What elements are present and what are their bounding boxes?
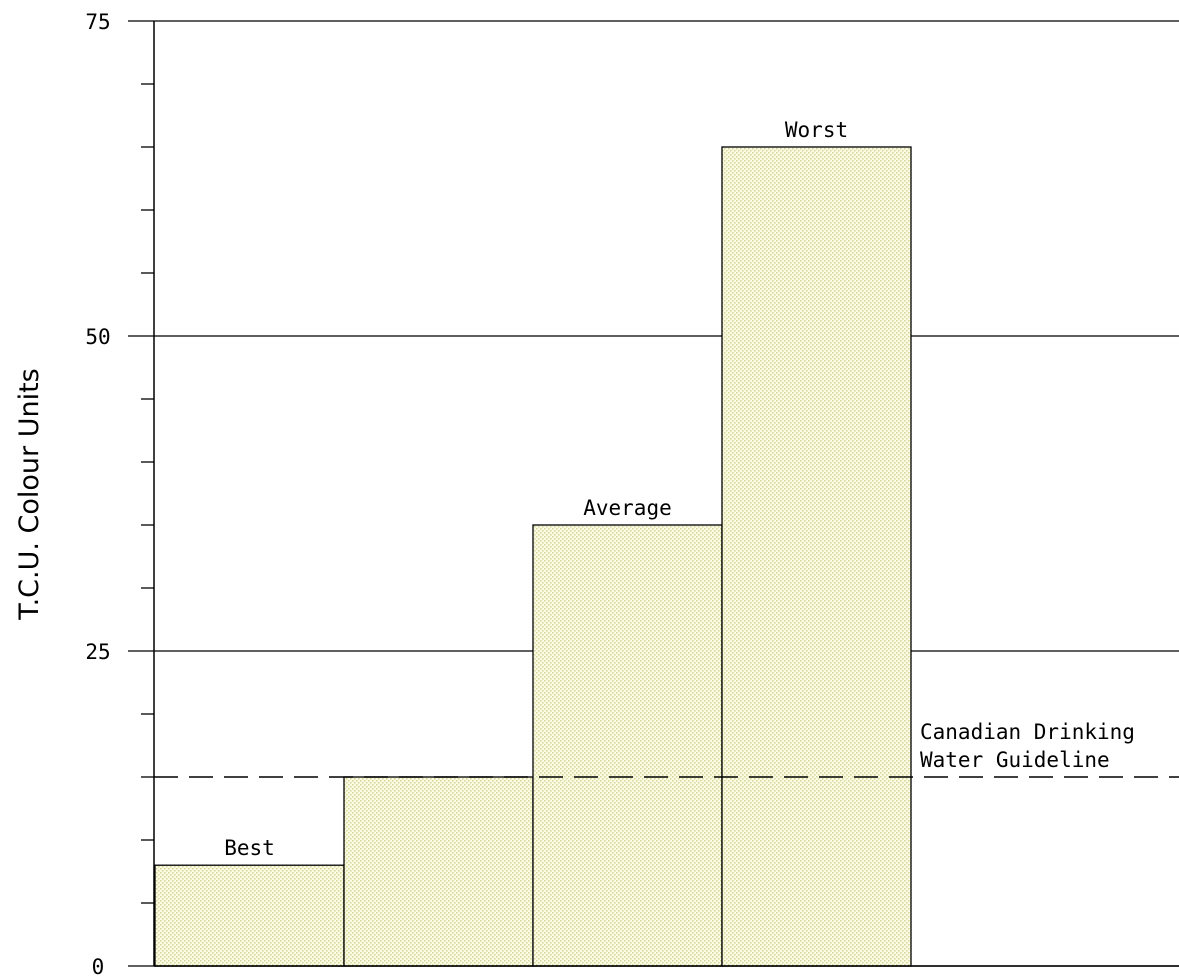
reference-line-label: Canadian Drinking Water Guideline xyxy=(920,720,1135,772)
reference-line-label-line: Water Guideline xyxy=(920,748,1110,772)
bar xyxy=(721,146,912,967)
bars xyxy=(154,146,912,967)
y-axis-title: T.C.U. Colour Units xyxy=(14,368,45,620)
bar-label: Average xyxy=(583,496,672,520)
y-axis: 0 25 50 75 xyxy=(85,10,1179,977)
y-tick-label: 75 xyxy=(85,10,110,34)
bar-label: Worst xyxy=(785,118,848,142)
bar xyxy=(154,864,345,967)
bar-label: Best xyxy=(224,836,275,860)
bar-labels: Best Average Worst xyxy=(224,118,848,860)
reference-line-label-line: Canadian Drinking xyxy=(920,720,1135,744)
bar xyxy=(532,524,723,967)
y-tick-label: 25 xyxy=(85,640,110,664)
bar xyxy=(343,776,534,967)
y-tick-label: 0 xyxy=(92,955,105,977)
y-tick-label: 50 xyxy=(85,325,110,349)
